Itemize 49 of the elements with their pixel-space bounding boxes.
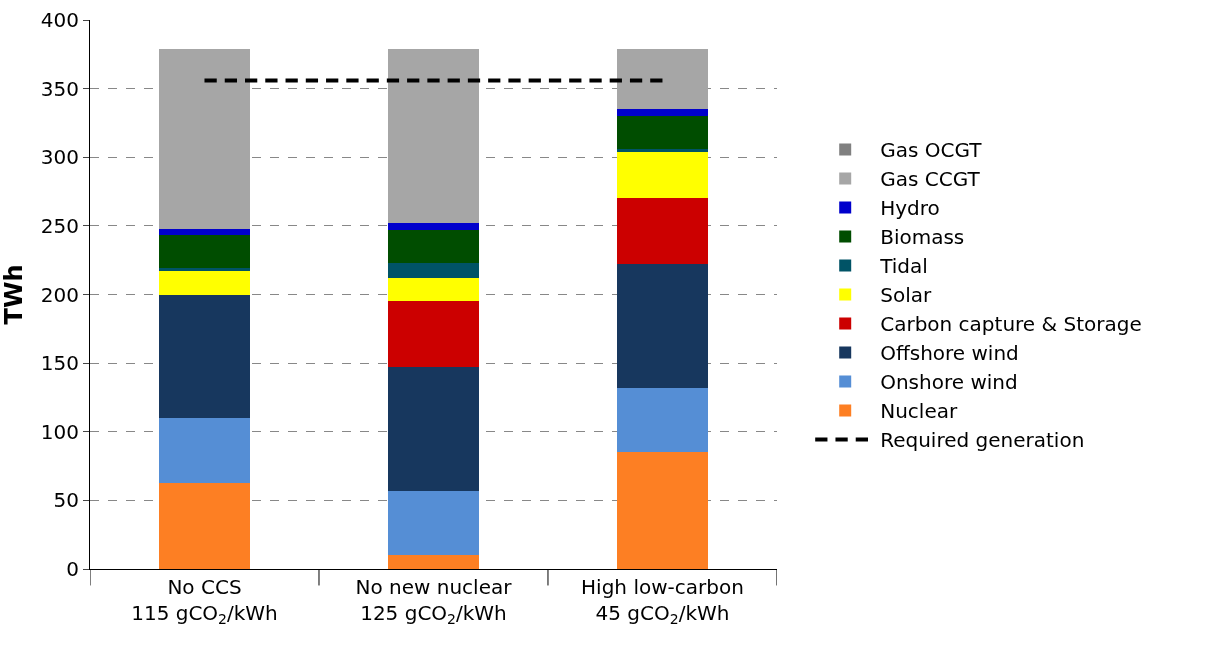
y-tick-label: 100 xyxy=(40,419,79,444)
legend-label: Biomass xyxy=(880,225,965,250)
bar xyxy=(158,235,251,269)
bar xyxy=(387,48,480,224)
legend-label: Gas CCGT xyxy=(880,167,981,192)
x-tick-label: High low-carbon 45 gCO$_{2}$/kWh xyxy=(581,575,744,628)
bar xyxy=(616,109,709,117)
y-tick-label: 250 xyxy=(40,213,79,238)
bar xyxy=(387,262,480,279)
bar xyxy=(158,418,251,483)
legend-label: Gas OCGT xyxy=(880,138,983,163)
y-tick-label: 300 xyxy=(40,145,79,170)
legend-label: Tidal xyxy=(879,254,928,279)
bar xyxy=(387,555,480,569)
y-tick-label: 350 xyxy=(40,76,79,101)
bar xyxy=(616,387,709,453)
bar xyxy=(158,482,251,569)
x-tick-label: No CCS 115 gCO$_{2}$/kWh xyxy=(131,575,278,628)
y-tick-label: 150 xyxy=(40,351,79,376)
bar xyxy=(616,452,709,569)
bar xyxy=(616,264,709,388)
bar xyxy=(387,223,480,230)
legend-label: Nuclear xyxy=(880,399,958,424)
legend-label: Required generation xyxy=(880,428,1085,453)
bar xyxy=(158,48,251,229)
legend-label: Carbon capture & Storage xyxy=(880,312,1142,337)
legend-label: Onshore wind xyxy=(880,370,1018,395)
bar xyxy=(387,278,480,302)
bar xyxy=(616,151,709,199)
bar xyxy=(387,490,480,556)
bar xyxy=(158,294,251,419)
x-tick-label: No new nuclear 125 gCO$_{2}$/kWh xyxy=(355,575,513,628)
y-tick-label: 50 xyxy=(53,488,79,513)
bar xyxy=(616,149,709,152)
legend-label: Hydro xyxy=(880,196,940,221)
y-tick-label: 0 xyxy=(66,557,79,581)
legend-label: Solar xyxy=(880,283,932,308)
y-tick-label: 400 xyxy=(40,8,79,32)
bar xyxy=(616,198,709,265)
bar xyxy=(616,116,709,150)
bar xyxy=(387,229,480,263)
bar xyxy=(387,367,480,491)
bar xyxy=(387,301,480,368)
bar xyxy=(158,268,251,272)
legend-label: Offshore wind xyxy=(880,341,1019,366)
y-axis-title: TWh xyxy=(0,264,28,325)
y-tick-label: 200 xyxy=(40,282,79,307)
bar xyxy=(158,271,251,295)
bar xyxy=(616,48,709,110)
